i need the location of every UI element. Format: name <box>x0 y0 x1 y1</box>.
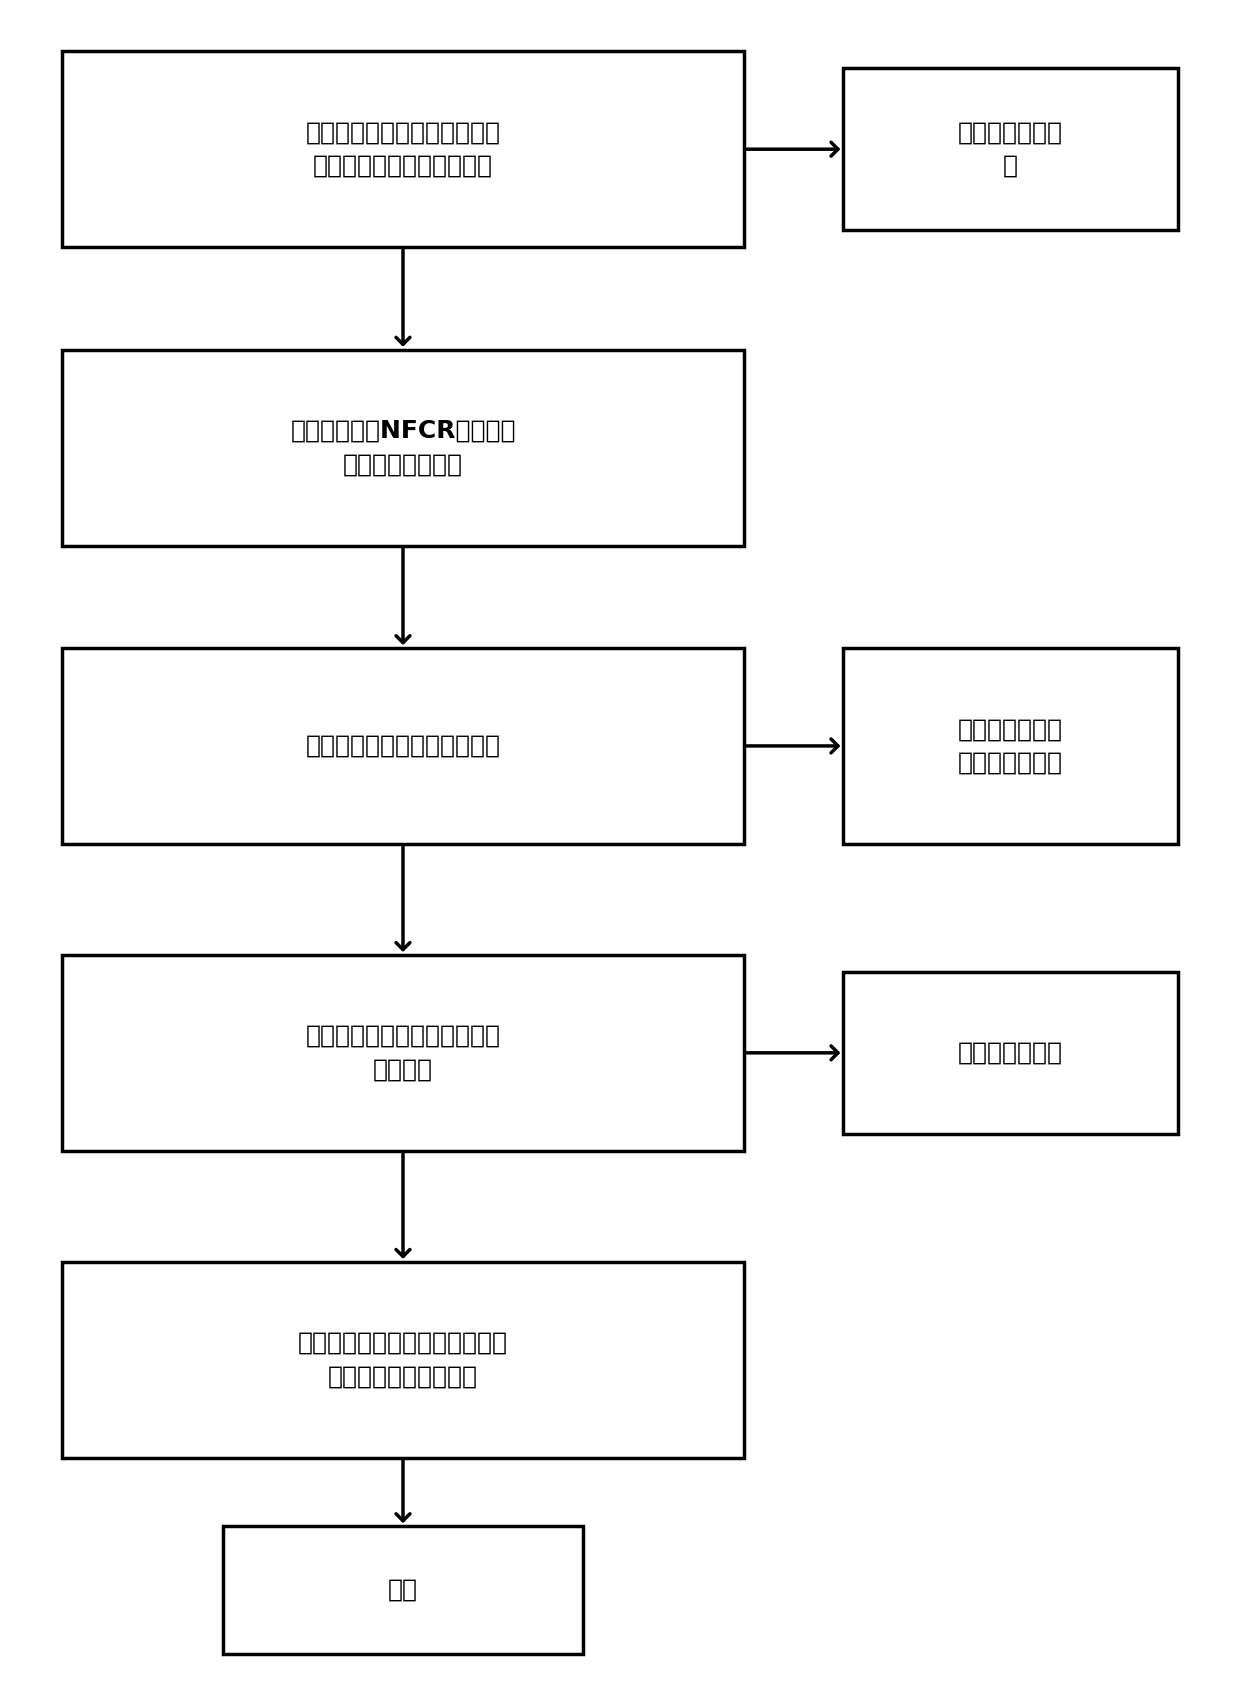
Text: 测量索拱结构拉索撑杆部分的
固有频率，建立频率指纹库: 测量索拱结构拉索撑杆部分的 固有频率，建立频率指纹库 <box>305 121 501 177</box>
Text: 损伤定位，进行进一步损伤未知
确认以及损伤程度确认: 损伤定位，进行进一步损伤未知 确认以及损伤程度确认 <box>298 1332 508 1388</box>
Text: 动态信号测试获
取结构模态参数: 动态信号测试获 取结构模态参数 <box>959 718 1063 774</box>
Text: 上部拱部分布置加速度传感器: 上部拱部分布置加速度传感器 <box>305 733 501 759</box>
FancyBboxPatch shape <box>62 955 744 1151</box>
FancyBboxPatch shape <box>62 1262 744 1458</box>
Text: 正则化频率变化
率: 正则化频率变化 率 <box>959 121 1063 177</box>
FancyBboxPatch shape <box>843 972 1178 1134</box>
Text: 结束: 结束 <box>388 1577 418 1603</box>
FancyBboxPatch shape <box>62 648 744 844</box>
Text: 模态柔度差曲率: 模态柔度差曲率 <box>959 1040 1063 1066</box>
Text: 运用测得模态数据进行拱部分
损伤识别: 运用测得模态数据进行拱部分 损伤识别 <box>305 1025 501 1081</box>
FancyBboxPatch shape <box>62 350 744 546</box>
FancyBboxPatch shape <box>843 68 1178 230</box>
FancyBboxPatch shape <box>843 648 1178 844</box>
FancyBboxPatch shape <box>62 51 744 247</box>
FancyBboxPatch shape <box>223 1526 583 1654</box>
Text: 实测既有结构NFCR判断索撑
部分是否存在损伤: 实测既有结构NFCR判断索撑 部分是否存在损伤 <box>290 419 516 476</box>
